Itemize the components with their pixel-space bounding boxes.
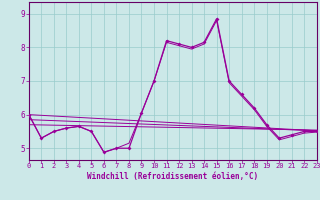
X-axis label: Windchill (Refroidissement éolien,°C): Windchill (Refroidissement éolien,°C) <box>87 172 258 181</box>
